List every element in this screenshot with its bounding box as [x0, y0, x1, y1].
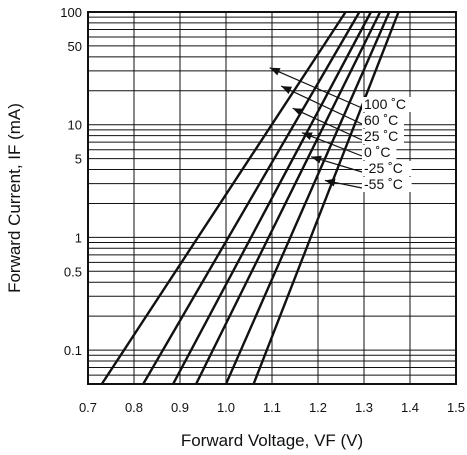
- legend-pointer-line: [269, 67, 363, 109]
- x-axis-label: Forward Voltage, VF (V): [181, 431, 363, 450]
- series-line-2: [172, 11, 372, 385]
- x-tick-labels: 0.7 0.8 0.9 1.0 1.1 1.2 1.3 1.4 1.5: [79, 400, 465, 415]
- grid: [87, 11, 457, 385]
- x-tick-label: 1.1: [263, 400, 281, 415]
- x-tick-label: 1.2: [309, 400, 327, 415]
- legend-label: -55 ˚C: [364, 176, 403, 192]
- legend-label-bg: [362, 145, 397, 160]
- y-tick-label: 0.5: [64, 264, 82, 279]
- y-tick-label: 10: [68, 118, 82, 133]
- curves: [100, 11, 400, 385]
- y-tick-label: 0.1: [64, 343, 82, 358]
- y-tick-label: 5: [75, 152, 82, 167]
- legend-label-bg: [362, 177, 412, 192]
- plot-frame: [87, 11, 457, 385]
- legend-label-bg: [362, 161, 412, 176]
- x-tick-label: 1.3: [355, 400, 373, 415]
- x-tick-label: 1.5: [447, 400, 465, 415]
- legend-label: 100 ˚C: [364, 96, 406, 112]
- y-tick-label: 50: [68, 39, 82, 54]
- legend-pointer-line: [301, 132, 363, 157]
- series-line-4: [224, 11, 391, 385]
- x-tick-label: 1.0: [217, 400, 235, 415]
- series-line-3: [195, 11, 382, 385]
- legend-label-bg: [362, 129, 404, 144]
- x-tick-label: 0.9: [171, 400, 189, 415]
- y-tick-label: 100: [60, 5, 82, 20]
- x-tick-label: 0.7: [79, 400, 97, 415]
- legend-label-bg: [362, 113, 404, 128]
- legend-pointer-arrowhead: [292, 108, 304, 116]
- legend-pointer-line: [292, 107, 363, 141]
- legend-label: 0 ˚C: [364, 144, 390, 160]
- y-tick-labels: 0.1 0.5 1 5 10 50 100: [60, 5, 82, 358]
- legend-pointer-arrowhead: [324, 178, 336, 187]
- series-line-5: [252, 11, 400, 385]
- legend-pointer-arrowhead: [269, 67, 281, 76]
- legend-pointer-arrowhead: [281, 86, 292, 94]
- legend-pointer-arrowhead: [311, 155, 322, 164]
- legend-label: 25 ˚C: [364, 128, 398, 144]
- y-tick-label: 1: [75, 230, 82, 245]
- legend-label: 60 ˚C: [364, 112, 398, 128]
- x-tick-label: 1.4: [401, 400, 419, 415]
- legend-pointer-line: [280, 85, 363, 125]
- x-tick-label: 0.8: [125, 400, 143, 415]
- legend-label-bg: [362, 97, 412, 112]
- series-line-0: [100, 11, 347, 385]
- legend: 100 ˚C60 ˚C25 ˚C0 ˚C-25 ˚C-55 ˚C: [362, 96, 412, 192]
- legend-pointer-arrowhead: [301, 132, 313, 140]
- series-line-1: [142, 11, 361, 385]
- legend-label: -25 ˚C: [364, 160, 403, 176]
- y-axis-label: Forward Current, IF (mA): [5, 103, 24, 293]
- legend-pointers: [269, 67, 363, 189]
